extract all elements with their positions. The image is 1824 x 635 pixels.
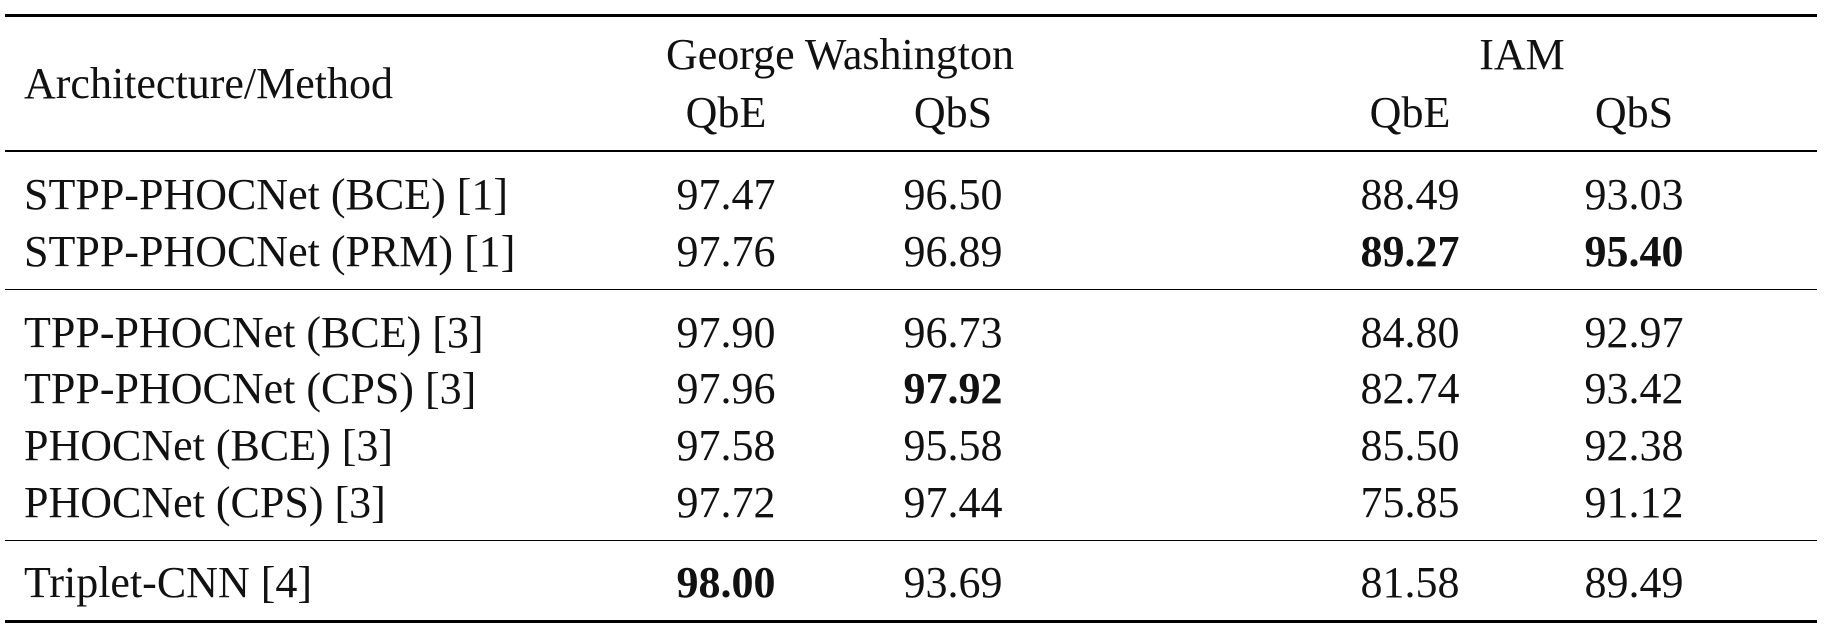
cell-gw-qbs: 93.69 xyxy=(903,558,1003,607)
row-method-label: STPP-PHOCNet (PRM) [1] xyxy=(24,227,516,276)
column-header-iam-qbs: QbS xyxy=(1594,88,1674,137)
cell-iam-qbe: 84.80 xyxy=(1360,308,1460,357)
cell-iam-qbs: 93.42 xyxy=(1584,364,1684,413)
cell-gw-qbs: 96.89 xyxy=(903,227,1003,276)
cell-gw-qbe: 97.58 xyxy=(676,421,776,470)
column-header-gw-qbe: QbE xyxy=(685,88,767,137)
cell-gw-qbe: 97.47 xyxy=(676,170,776,219)
row-method-label: TPP-PHOCNet (BCE) [3] xyxy=(24,308,484,357)
cell-gw-qbe: 97.76 xyxy=(676,227,776,276)
column-header-iam-qbe: QbE xyxy=(1369,88,1451,137)
cell-gw-qbe: 97.90 xyxy=(676,308,776,357)
column-group-george-washington: George Washington xyxy=(665,30,1015,79)
cell-iam-qbs: 89.49 xyxy=(1584,558,1684,607)
row-method-label: Triplet-CNN [4] xyxy=(24,558,313,607)
column-header-gw-qbs: QbS xyxy=(913,88,993,137)
table-top-rule xyxy=(5,14,1817,17)
column-header-method: Architecture/Method xyxy=(24,59,393,108)
cell-iam-qbs: 92.97 xyxy=(1584,308,1684,357)
cell-gw-qbs: 95.58 xyxy=(903,421,1003,470)
column-group-iam: IAM xyxy=(1479,30,1565,79)
cell-gw-qbs: 96.50 xyxy=(903,170,1003,219)
row-method-label: STPP-PHOCNet (BCE) [1] xyxy=(24,170,509,219)
cell-iam-qbs: 93.03 xyxy=(1584,170,1684,219)
cell-gw-qbs: 96.73 xyxy=(903,308,1003,357)
cell-gw-qbe-best: 98.00 xyxy=(676,558,776,607)
cell-iam-qbe-best: 89.27 xyxy=(1360,227,1460,276)
cell-iam-qbe: 85.50 xyxy=(1360,421,1460,470)
row-method-label: PHOCNet (BCE) [3] xyxy=(24,421,394,470)
table-bottom-rule xyxy=(5,620,1817,623)
cell-gw-qbe: 97.72 xyxy=(676,478,776,527)
cell-gw-qbs: 97.44 xyxy=(903,478,1003,527)
cell-iam-qbe: 75.85 xyxy=(1360,478,1460,527)
cell-iam-qbs: 92.38 xyxy=(1584,421,1684,470)
cell-iam-qbe: 81.58 xyxy=(1360,558,1460,607)
cell-iam-qbs-best: 95.40 xyxy=(1584,227,1684,276)
table-group-divider xyxy=(5,289,1817,290)
row-method-label: TPP-PHOCNet (CPS) [3] xyxy=(24,364,477,413)
table-header-rule xyxy=(5,150,1817,152)
cell-gw-qbs-best: 97.92 xyxy=(903,364,1003,413)
cell-iam-qbs: 91.12 xyxy=(1584,478,1684,527)
cell-iam-qbe: 82.74 xyxy=(1360,364,1460,413)
cell-gw-qbe: 97.96 xyxy=(676,364,776,413)
row-method-label: PHOCNet (CPS) [3] xyxy=(24,478,386,527)
table-group-divider xyxy=(5,540,1817,541)
cell-iam-qbe: 88.49 xyxy=(1360,170,1460,219)
